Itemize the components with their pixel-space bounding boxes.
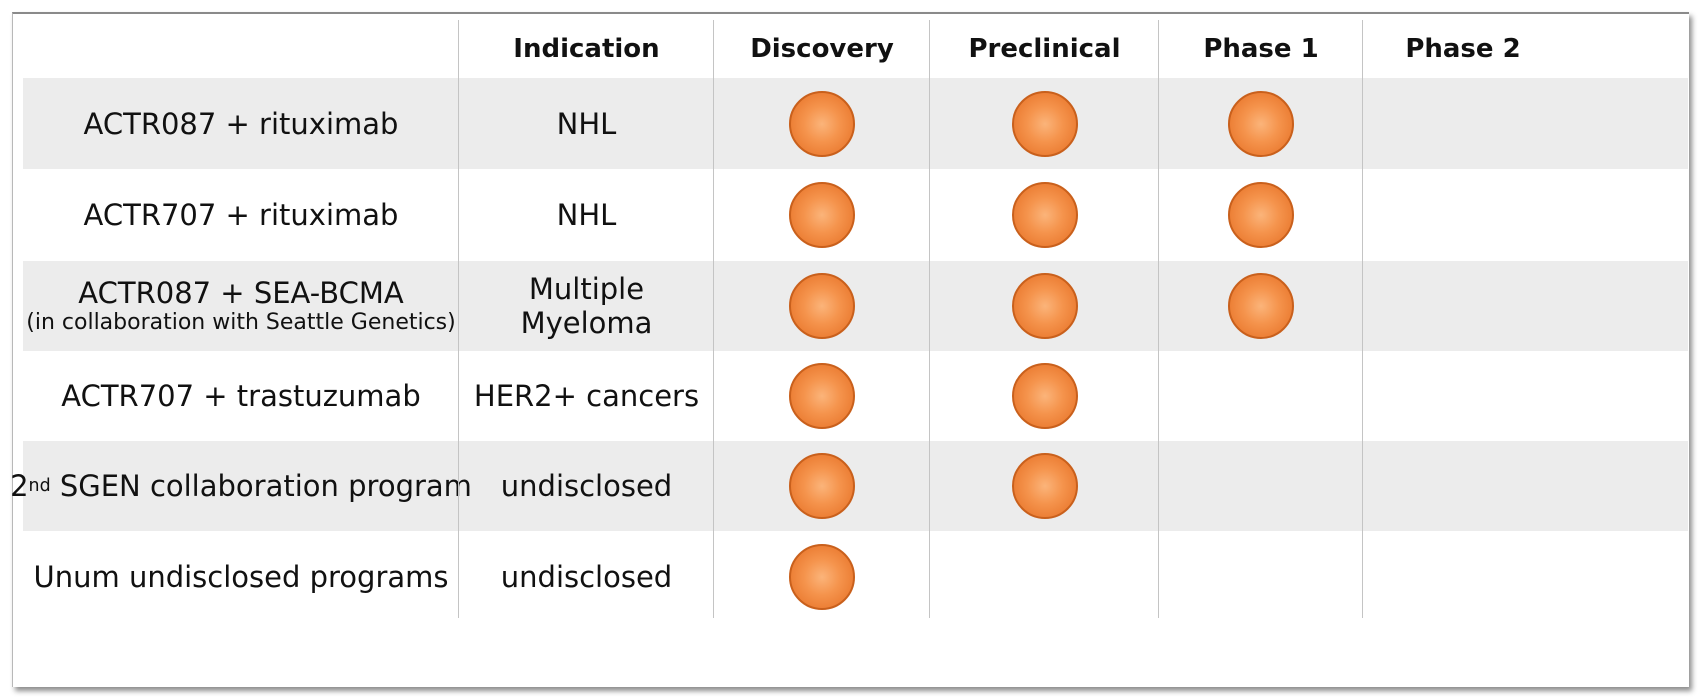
- program-title: SGEN collaboration program: [50, 469, 472, 503]
- table-row: ACTR087 + rituximab NHL: [23, 78, 1688, 169]
- phase2-cell: [1363, 261, 1563, 351]
- program-name: ACTR087 + SEA-BCMA (in collaboration wit…: [23, 261, 459, 351]
- orange-circle-icon: [1011, 363, 1078, 429]
- pipeline-table: Indication Discovery Preclinical Phase 1…: [10, 12, 1689, 687]
- discovery-cell: [714, 351, 930, 441]
- discovery-cell: [714, 78, 930, 169]
- discovery-cell: [714, 441, 930, 531]
- orange-circle-icon: [1011, 90, 1078, 157]
- table-header-row: Indication Discovery Preclinical Phase 1…: [23, 20, 1688, 78]
- discovery-cell: [714, 261, 930, 351]
- orange-circle-icon: [1011, 453, 1078, 519]
- header-phase2: Phase 2: [1405, 34, 1521, 64]
- program-name: ACTR707 + trastuzumab: [61, 379, 421, 413]
- orange-circle-icon: [789, 544, 855, 610]
- phase1-cell: [1159, 261, 1363, 351]
- header-phase1: Phase 1: [1203, 34, 1319, 64]
- indication-cell: NHL: [556, 198, 617, 232]
- orange-circle-icon: [789, 453, 855, 519]
- column-divider: [713, 20, 714, 618]
- phase2-cell: [1363, 169, 1563, 261]
- program-name: ACTR707 + rituximab: [83, 198, 399, 232]
- column-divider: [1362, 20, 1363, 618]
- preclinical-cell: [930, 351, 1159, 441]
- preclinical-cell: [930, 169, 1159, 261]
- program-subtitle: (in collaboration with Seattle Genetics): [26, 310, 456, 335]
- program-ordinal: 2: [10, 469, 29, 503]
- header-preclinical: Preclinical: [968, 34, 1121, 64]
- orange-circle-icon: [1011, 182, 1078, 248]
- orange-circle-icon: [789, 90, 855, 157]
- table-row: ACTR707 + rituximab NHL: [23, 169, 1688, 261]
- header-indication: Indication: [513, 34, 660, 64]
- column-divider: [929, 20, 930, 618]
- phase2-cell: [1363, 441, 1563, 531]
- preclinical-cell: [930, 78, 1159, 169]
- header-program: [23, 20, 459, 78]
- program-name: ACTR087 + rituximab: [83, 106, 399, 141]
- preclinical-cell: [930, 441, 1159, 531]
- orange-circle-icon: [789, 273, 855, 339]
- phase2-cell: [1363, 351, 1563, 441]
- column-divider: [458, 20, 459, 618]
- phase1-cell: [1159, 531, 1363, 623]
- orange-circle-icon: [789, 182, 855, 248]
- discovery-cell: [714, 531, 930, 623]
- orange-circle-icon: [1011, 273, 1078, 339]
- table-row: Unum undisclosed programs undisclosed: [23, 531, 1688, 623]
- table-row: ACTR707 + trastuzumab HER2+ cancers: [23, 351, 1688, 441]
- orange-circle-icon: [1228, 273, 1294, 339]
- column-divider: [1158, 20, 1159, 618]
- program-title: ACTR087 + SEA-BCMA: [78, 276, 404, 310]
- indication-cell: undisclosed: [500, 469, 673, 503]
- orange-circle-icon: [1228, 182, 1294, 248]
- phase2-cell: [1363, 78, 1563, 169]
- indication-cell: NHL: [556, 106, 617, 141]
- orange-circle-icon: [789, 363, 855, 429]
- phase1-cell: [1159, 169, 1363, 261]
- orange-circle-icon: [1228, 90, 1294, 157]
- discovery-cell: [714, 169, 930, 261]
- header-discovery: Discovery: [750, 34, 894, 64]
- indication-cell: Multiple Myeloma: [520, 272, 653, 340]
- preclinical-cell: [930, 261, 1159, 351]
- phase2-cell: [1363, 531, 1563, 623]
- phase1-cell: [1159, 351, 1363, 441]
- phase1-cell: [1159, 78, 1363, 169]
- preclinical-cell: [930, 531, 1159, 623]
- indication-cell: undisclosed: [500, 560, 673, 594]
- program-name: Unum undisclosed programs: [33, 560, 449, 594]
- table-row: ACTR087 + SEA-BCMA (in collaboration wit…: [23, 261, 1688, 351]
- phase1-cell: [1159, 441, 1363, 531]
- indication-cell: HER2+ cancers: [473, 379, 700, 413]
